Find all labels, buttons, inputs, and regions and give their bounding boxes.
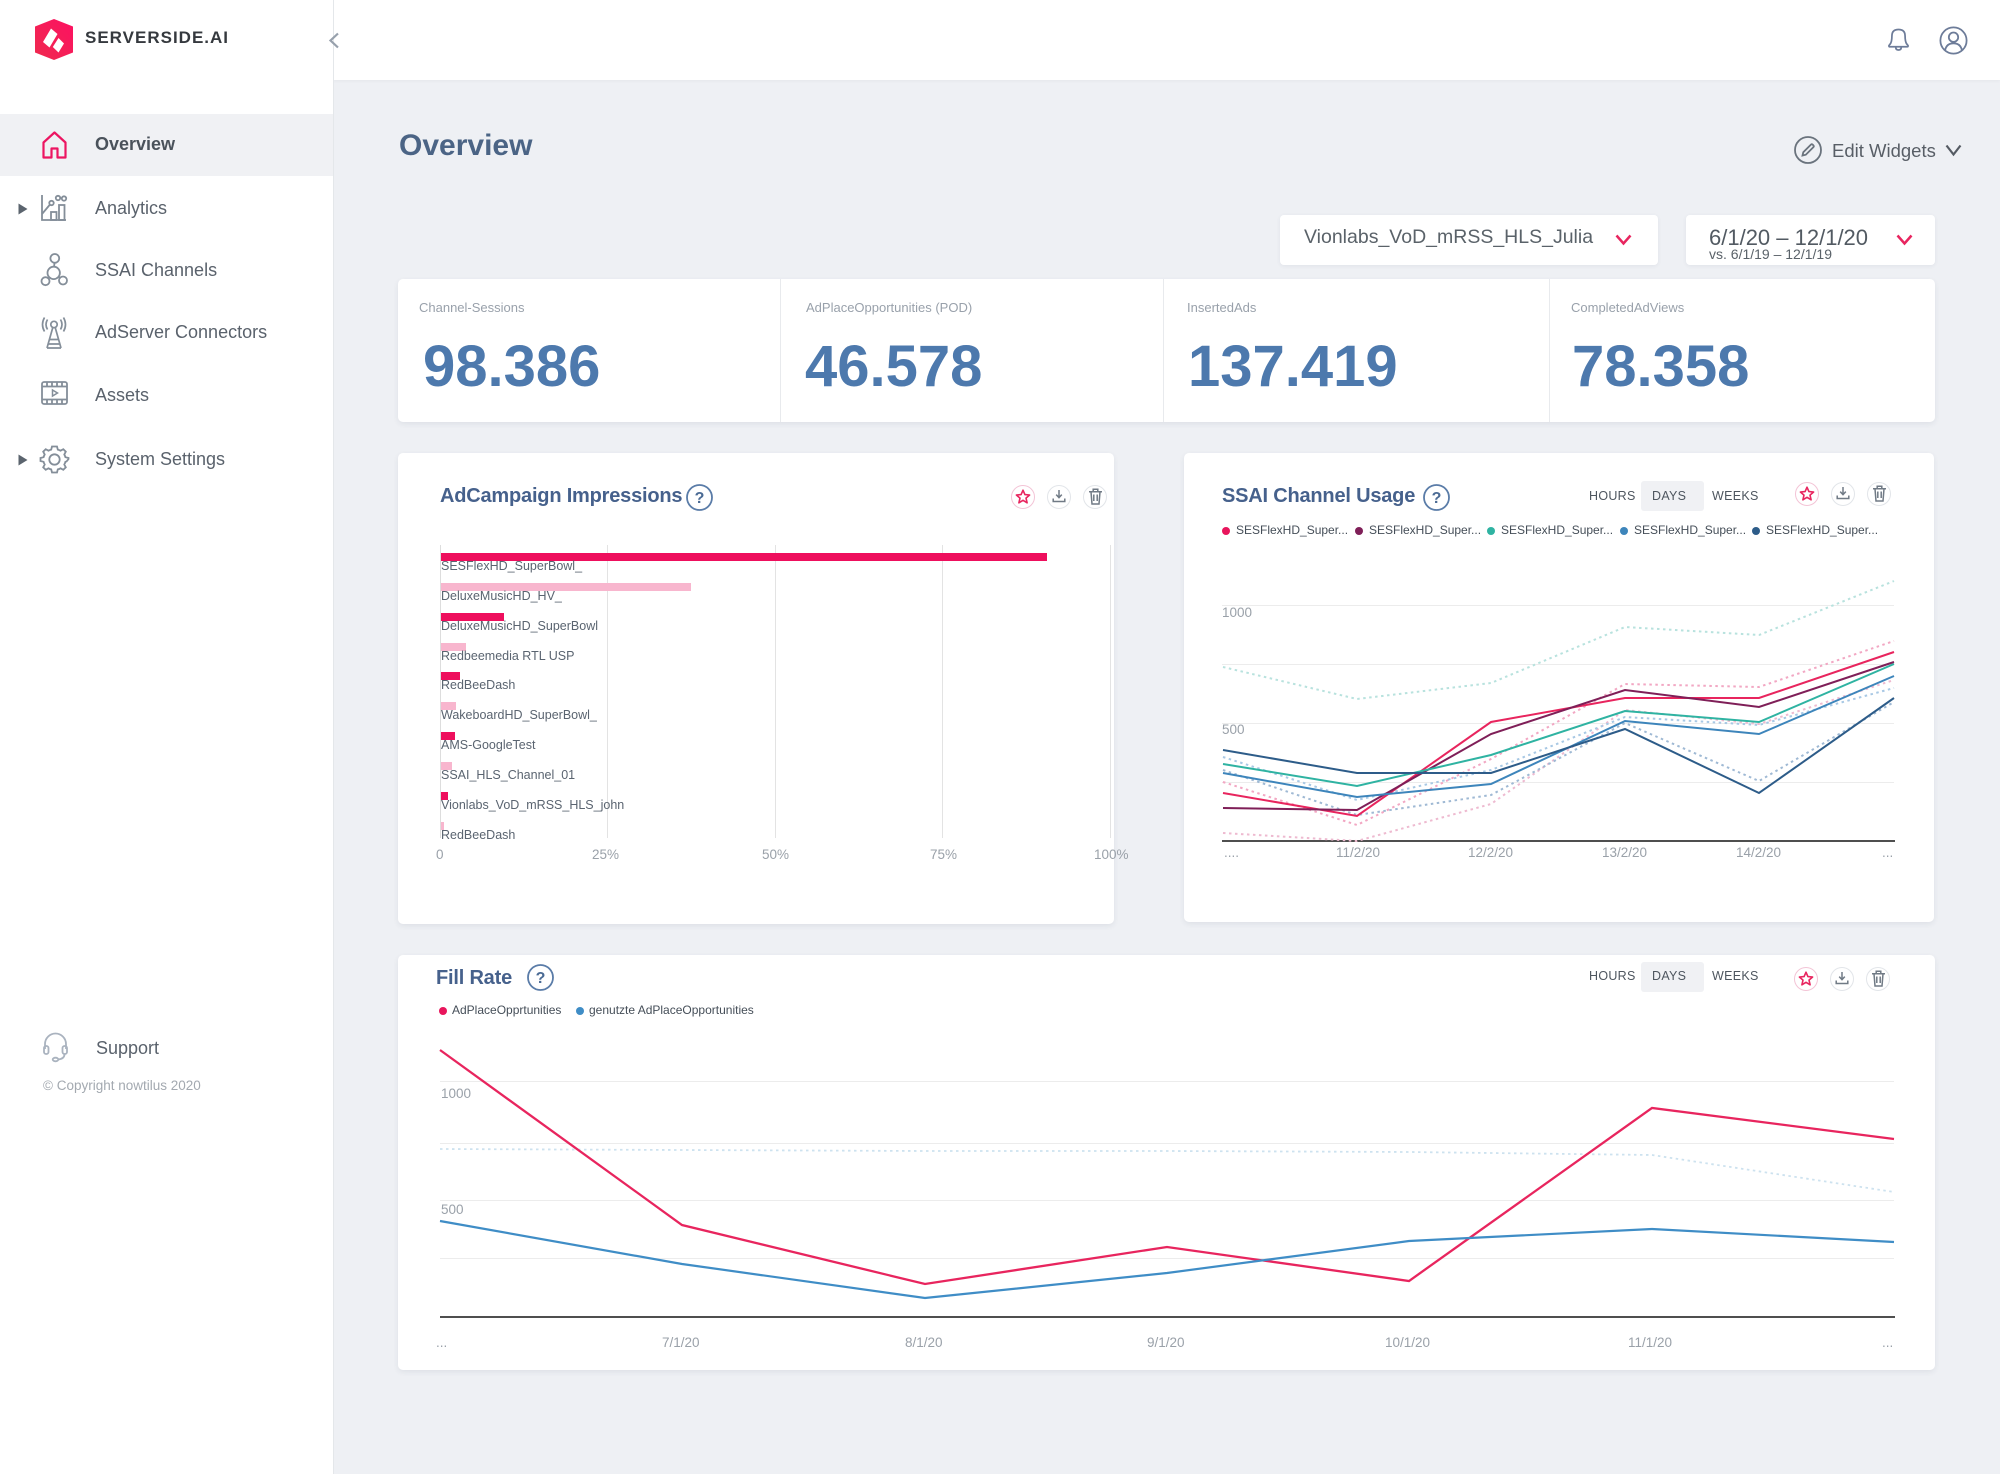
svg-text:?: ? [536, 970, 546, 987]
svg-text:?: ? [1432, 490, 1442, 507]
svg-text:?: ? [695, 490, 705, 507]
